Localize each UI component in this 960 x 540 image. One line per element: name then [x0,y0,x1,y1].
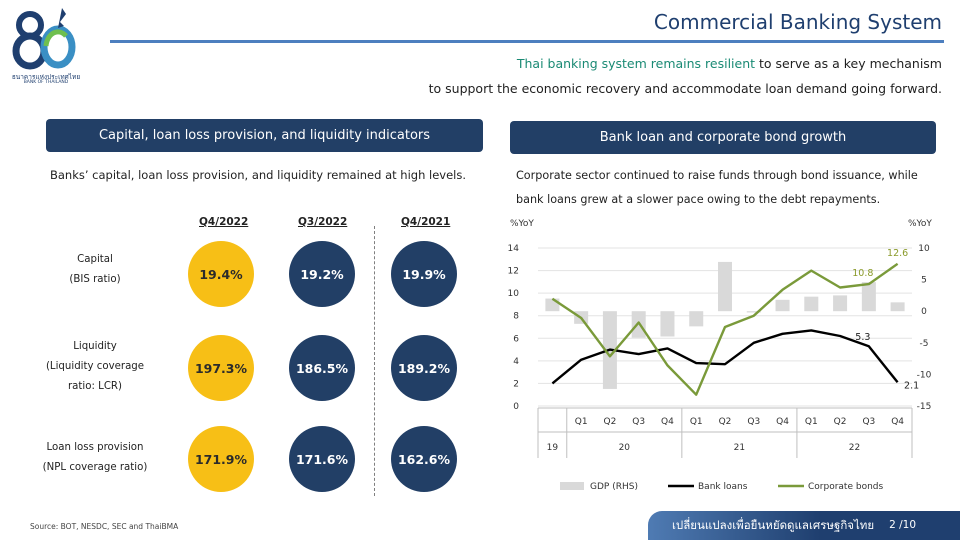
liquidity-q3-2022-value: 186.5% [289,335,355,401]
logo-english-name: BANK OF THAILAND [23,80,69,85]
loan-data-label: 5.3 [855,332,870,343]
column-separator [374,226,375,496]
column-header-q4-2022: Q4/2022 [199,216,249,228]
legend-gdp-label: GDP (RHS) [590,482,638,492]
gdp-bar [746,311,761,313]
left-panel-intro: Banks’ capital, loan loss provision, and… [50,168,467,182]
capital-q3-2022-value: 19.2% [289,241,355,307]
bot-80-emblem-icon [12,8,76,70]
quarter-tick-label: Q3 [862,417,875,427]
left-tick-label: 2 [513,379,519,389]
gdp-bar [833,295,848,312]
quarter-tick-label: Q4 [661,417,674,427]
title-underline [110,40,944,43]
left-panel-header: Capital, loan loss provision, and liquid… [46,119,483,152]
row-label-capital: Capital (BIS ratio) [69,254,121,285]
quarter-tick-label: Q1 [690,417,703,427]
left-tick-label: 10 [508,289,520,299]
subtitle-line-2: to support the economic recovery and acc… [428,81,942,96]
quarter-tick-label: Q3 [632,417,645,427]
footer-band: เปลี่ยนแปลงเพื่อยืนหยัดดูแลเศรษฐกิจไทย 2… [648,511,960,540]
right-panel-header: Bank loan and corporate bond growth [510,121,936,154]
capital-q4-2021-value: 19.9% [391,241,457,307]
quarter-tick-label: Q2 [834,417,847,427]
quarter-tick-label: Q4 [776,417,789,427]
right-intro-line-1: Corporate sector continued to raise fund… [516,169,918,182]
npl-coverage-q4-2022-value: 171.9% [188,426,254,492]
left-tick-label: 8 [513,312,519,322]
npl-coverage-q3-2022-value: 171.6% [289,426,355,492]
right-panel-intro: Corporate sector continued to raise fund… [516,164,918,212]
right-tick-label: 10 [918,244,930,254]
legend-corporate-bonds-label: Corporate bonds [808,482,883,492]
left-tick-label: 12 [508,267,519,277]
right-tick-label: -15 [917,402,932,412]
row-label-loan-loss-provision: Loan loss provision (NPL coverage ratio) [42,442,148,473]
bond-data-label: 12.6 [887,248,908,259]
subtitle-line-1: Thai banking system remains resilient to… [517,56,942,71]
bank-loans-line [551,329,899,385]
column-header-q3-2022: Q3/2022 [298,216,348,228]
year-tick-label: 22 [849,443,860,453]
right-tick-label: 0 [921,307,927,317]
right-tick-label: 5 [921,276,927,286]
quarter-tick-label: Q1 [805,417,818,427]
quarter-tick-label: Q4 [891,417,904,427]
subtitle-rest: to serve as a key mechanism [755,56,942,71]
npl-coverage-q4-2021-value: 162.6% [391,426,457,492]
right-tick-label: -5 [920,339,929,349]
gdp-bar [775,299,790,312]
gdp-bar [861,282,876,312]
left-tick-label: 6 [513,334,519,344]
page-title: Commercial Banking System [653,10,942,34]
row-label-liquidity: Liquidity (Liquidity coverage ratio: LCR… [45,341,145,392]
capital-q4-2022-value: 19.4% [188,241,254,307]
gdp-bar [545,298,560,312]
logo-thai-name: ธนาคารแห่งประเทศไทย [11,73,81,81]
legend-gdp-swatch [560,482,584,490]
source-note: Source: BOT, NESDC, SEC and ThaiBMA [30,522,179,531]
gdp-bar [689,311,704,327]
gdp-bar [718,261,732,312]
right-axis-unit-label: %YoY [908,219,932,229]
year-tick-label: 20 [619,443,631,453]
corporate-bonds-line [551,262,899,396]
right-tick-label: -10 [917,370,932,380]
subtitle-highlight: Thai banking system remains resilient [516,56,756,71]
legend-bank-loans-label: Bank loans [698,482,748,492]
bot-logo: ธนาคารแห่งประเทศไทย BANK OF THAILAND [6,6,80,85]
liquidity-q4-2022-value: 197.3% [188,335,254,401]
liquidity-q4-2021-value: 189.2% [391,335,457,401]
column-header-q4-2021: Q4/2021 [401,216,451,228]
quarter-tick-label: Q3 [747,417,760,427]
right-intro-line-2: bank loans grew at a slower pace owing t… [516,193,881,206]
left-tick-label: 4 [513,357,519,367]
footer-tagline: เปลี่ยนแปลงเพื่อยืนหยัดดูแลเศรษฐกิจไทย [672,518,875,532]
loan-data-label: 2.1 [904,380,919,391]
bond-data-label: 10.8 [852,268,873,279]
gdp-bar [890,302,905,312]
quarter-tick-label: Q1 [575,417,588,427]
page-number: 2 /10 [889,519,916,531]
left-tick-label: 14 [508,244,520,254]
left-axis-unit-label: %YoY [510,219,534,229]
loan-bond-growth-chart: %YoY %YoY 0 2 4 6 8 10 12 14 -15 -10 -5 0 5 10 5.3 2.1 10.… [508,219,933,492]
left-tick-label: 0 [513,402,519,412]
quarter-tick-label: Q2 [719,417,732,427]
quarter-tick-label: Q2 [604,417,617,427]
year-tick-label: 19 [547,443,559,453]
gdp-bar [804,296,819,312]
gdp-bar [660,311,675,337]
year-tick-label: 21 [734,443,745,453]
